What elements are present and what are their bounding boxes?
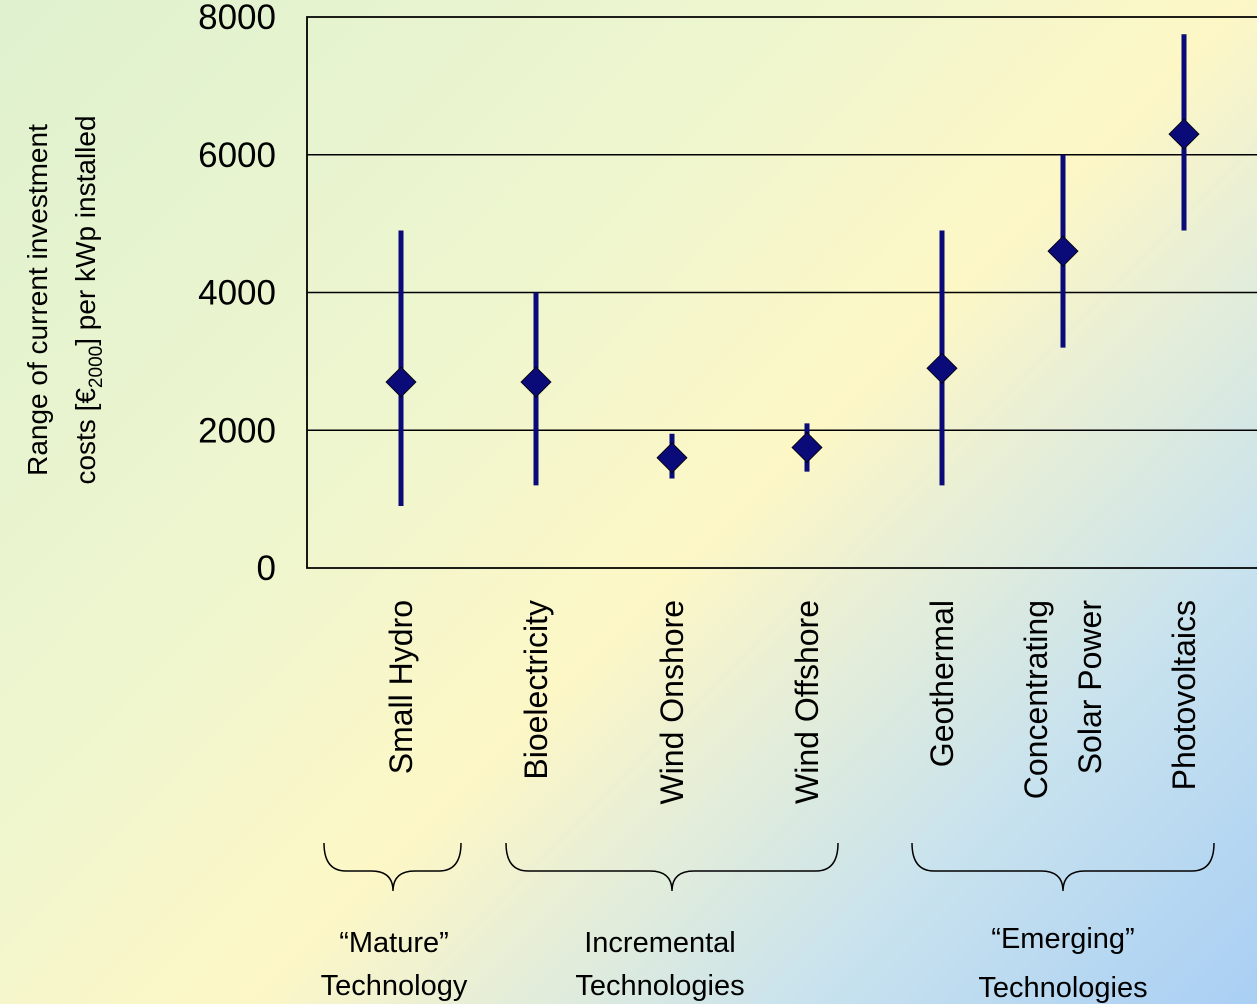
point-marker-4: [926, 352, 958, 384]
category-labels: Small Hydro Bioelectricity Wind Onshore Win…: [383, 600, 1202, 805]
y-tick-8000: 8000: [198, 0, 276, 37]
gridlines: [307, 153, 1257, 432]
y-tick-6000: 6000: [198, 136, 276, 175]
point-marker-1: [520, 366, 552, 398]
point-marker-0: [385, 366, 417, 398]
category-label-5-0: Concentrating: [1018, 600, 1054, 799]
y-tick-4000: 4000: [198, 274, 276, 313]
group-label-2-0: “Emerging”: [991, 923, 1134, 955]
y-axis-label-line2a: costs [€: [70, 388, 101, 485]
category-label-3: Wind Offshore: [789, 600, 825, 804]
category-label-6: Photovoltaics: [1166, 600, 1202, 790]
y-axis-label: Range of current investment costs [€2000…: [22, 115, 107, 484]
group-label-0-0: “Mature”: [339, 927, 449, 959]
y-tick-labels: 0 2000 4000 6000 8000: [198, 0, 276, 588]
y-tick-0: 0: [257, 549, 276, 588]
point-marker-5: [1047, 235, 1079, 267]
plot-frame: [306, 16, 1257, 569]
point-marker-3: [791, 431, 823, 464]
y-axis-label-line2b: ] per kWp installed: [70, 115, 101, 345]
category-label-4: Geothermal: [924, 600, 960, 767]
group-brace-0: [323, 842, 462, 892]
category-label-2: Wind Onshore: [654, 600, 690, 805]
point-marker-6: [1168, 118, 1200, 150]
point-marker-2: [656, 442, 688, 474]
svg-text:costs [€2000] per kWp installe: costs [€2000] per kWp installed: [70, 115, 107, 484]
group-brace-2: [911, 842, 1215, 892]
category-label-0: Small Hydro: [383, 600, 419, 774]
svg-text:Range of current investment: Range of current investment: [22, 124, 53, 476]
y-axis-label-subscript: 2000: [86, 346, 107, 388]
category-label-1: Bioelectricity: [518, 600, 554, 780]
group-brace-1: [505, 842, 839, 892]
group-label-0-1: Technology: [321, 970, 468, 1002]
group-label-1-0: Incremental: [584, 927, 736, 959]
y-axis-label-line1: Range of current investment: [22, 124, 53, 476]
y-tick-2000: 2000: [198, 411, 276, 450]
group-label-1-1: Technologies: [575, 970, 744, 1002]
plot-border: [306, 16, 1257, 569]
data-marks: [385, 34, 1200, 507]
technology-groups: “Mature” Technology Incremental Technologie…: [321, 842, 1215, 1004]
category-label-5-1: Solar Power: [1072, 600, 1108, 775]
group-label-2-1: Technologies: [978, 972, 1147, 1004]
